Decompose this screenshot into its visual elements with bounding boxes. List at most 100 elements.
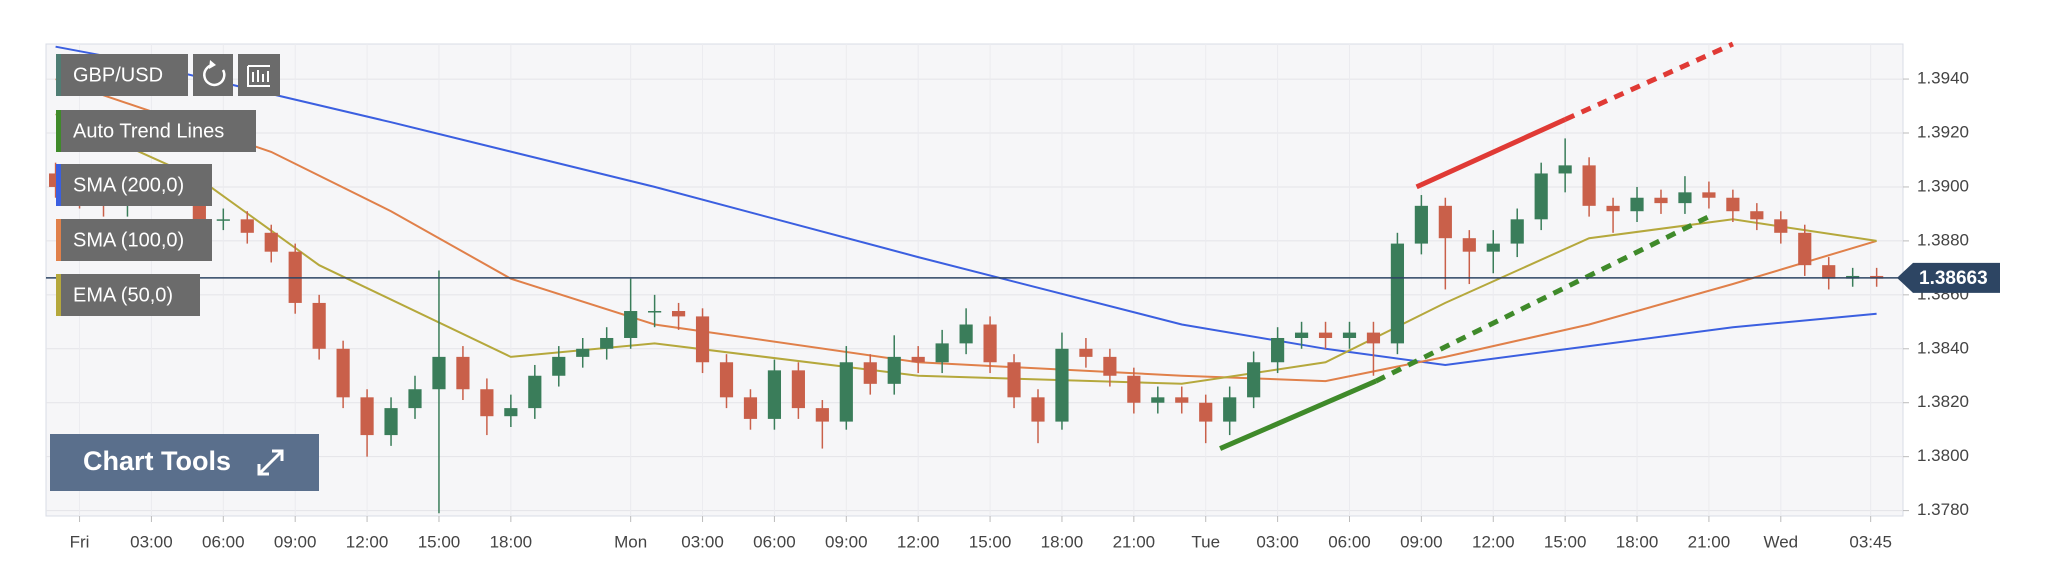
candle-body xyxy=(456,356,470,390)
trend-legend-box[interactable] xyxy=(56,110,256,152)
legend-label: SMA (100,0) xyxy=(73,229,184,251)
x-tick-label: 12:00 xyxy=(1472,532,1515,551)
trend-line xyxy=(1374,214,1711,384)
candle-body xyxy=(959,324,973,344)
candle-body xyxy=(1750,211,1764,220)
x-tick-label: Wed xyxy=(1763,532,1798,551)
candle-body xyxy=(312,302,326,349)
candle-body xyxy=(1127,375,1141,403)
candle-body xyxy=(1678,192,1692,204)
y-tick-label: 1.3920 xyxy=(1917,122,1969,141)
candle-body xyxy=(1486,243,1500,252)
candle-body xyxy=(1558,165,1572,174)
candle-body xyxy=(839,362,853,422)
candle-body xyxy=(1510,219,1524,244)
candle-body xyxy=(480,389,494,417)
candle-body xyxy=(1223,397,1237,422)
chart-tools[interactable]: Chart Tools xyxy=(50,434,319,491)
candle-body xyxy=(743,397,758,419)
legend-label: EMA (50,0) xyxy=(73,284,173,306)
symbol-box[interactable] xyxy=(56,54,188,96)
candle-body xyxy=(600,337,614,349)
candle-body xyxy=(1390,243,1405,344)
refresh-button[interactable] xyxy=(193,54,233,96)
candle-body xyxy=(240,219,254,233)
x-tick-label: 03:00 xyxy=(681,532,724,551)
y-tick-label: 1.3880 xyxy=(1917,230,1969,249)
candle-body xyxy=(528,375,542,409)
y-tick-label: 1.3820 xyxy=(1917,392,1969,411)
candle-body xyxy=(1031,397,1045,422)
x-tick-label: 12:00 xyxy=(897,532,940,551)
y-tick-label: 1.3780 xyxy=(1917,500,1969,519)
x-tick-label: 09:00 xyxy=(274,532,317,551)
x-tick-label: 18:00 xyxy=(490,532,533,551)
trend-legend-label: Auto Trend Lines xyxy=(73,120,224,142)
trend-lines xyxy=(46,41,1903,451)
legend-box[interactable] xyxy=(56,274,200,316)
trend-line xyxy=(1219,378,1377,451)
x-tick-label: 09:00 xyxy=(1400,532,1443,551)
candle-body xyxy=(1055,348,1069,422)
legend-marker xyxy=(56,274,61,316)
candle-body xyxy=(1798,232,1812,266)
candle-body xyxy=(1294,332,1309,338)
candle-body xyxy=(1438,205,1452,239)
candle-body xyxy=(791,370,805,409)
candle-body xyxy=(408,389,422,409)
trend-line xyxy=(1415,117,1567,190)
y-tick-label: 1.3940 xyxy=(1917,69,1969,88)
y-tick-label: 1.3840 xyxy=(1917,338,1969,357)
trend-legend-marker xyxy=(56,110,61,152)
candle-body xyxy=(1726,197,1740,212)
refresh-icon xyxy=(203,63,226,87)
candle-body xyxy=(1534,173,1548,220)
x-tick-label: 06:00 xyxy=(202,532,245,551)
candle-body xyxy=(1079,348,1093,357)
x-tick-label: 06:00 xyxy=(1328,532,1371,551)
candle-body xyxy=(1103,356,1117,376)
x-tick-label: 15:00 xyxy=(418,532,461,551)
candle-body xyxy=(432,356,446,390)
candle-body xyxy=(1007,362,1021,398)
candle-body xyxy=(1247,362,1261,398)
x-tick-label: Tue xyxy=(1191,532,1220,551)
x-tick-label: 18:00 xyxy=(1616,532,1659,551)
candle-body xyxy=(1199,402,1213,422)
x-tick-label: 03:45 xyxy=(1849,532,1892,551)
candle-body xyxy=(935,343,949,363)
candle-body xyxy=(671,311,686,317)
last-price-label: 1.38663 xyxy=(1919,268,1988,289)
candle-body xyxy=(1606,205,1620,212)
chart-tools-button[interactable] xyxy=(50,434,319,491)
candle-body xyxy=(1366,332,1381,344)
candle-body xyxy=(815,408,829,422)
x-tick-label: Mon xyxy=(614,532,647,551)
x-tick-label: 15:00 xyxy=(969,532,1012,551)
candle-body xyxy=(887,356,901,384)
indicator-lines xyxy=(55,45,1877,385)
x-tick-label: 15:00 xyxy=(1544,532,1587,551)
candle-body xyxy=(336,348,350,398)
trend-line xyxy=(1564,41,1734,122)
x-tick-label: 09:00 xyxy=(825,532,868,551)
candle-body xyxy=(983,324,997,363)
x-tick-label: 03:00 xyxy=(130,532,173,551)
legend-marker xyxy=(56,219,61,261)
x-tick-label: 21:00 xyxy=(1113,532,1156,551)
candle-body xyxy=(624,311,638,338)
candles xyxy=(48,138,1884,514)
candle-body xyxy=(767,370,782,419)
candle-body xyxy=(911,356,925,363)
x-tick-label: 21:00 xyxy=(1688,532,1731,551)
chart-type-icon xyxy=(247,65,270,87)
x-tick-label: 03:00 xyxy=(1256,532,1299,551)
x-tick-label: Fri xyxy=(70,532,90,551)
indicator-line xyxy=(55,113,1877,385)
legend-box[interactable] xyxy=(56,219,212,261)
candle-body xyxy=(1582,165,1596,206)
candle-body xyxy=(1654,197,1668,204)
legend-box[interactable] xyxy=(56,164,212,206)
candle-body xyxy=(552,356,566,376)
